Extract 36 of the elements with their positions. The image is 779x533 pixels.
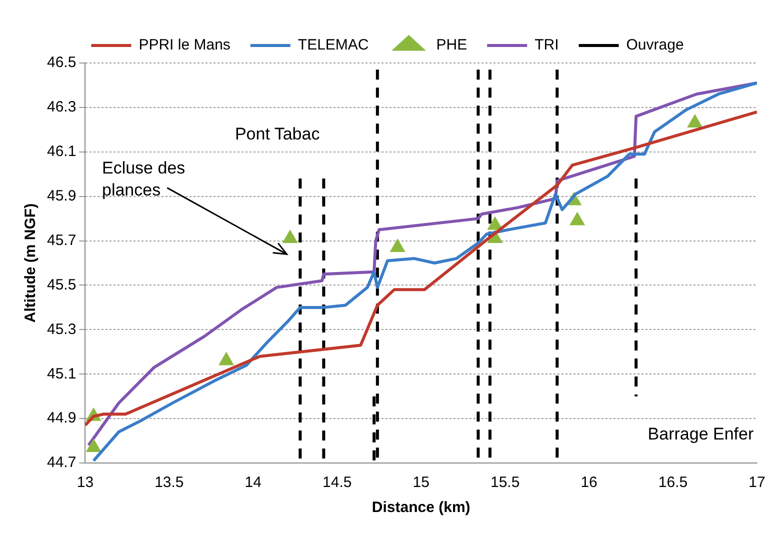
y-tick-label: 45.9 [46, 187, 76, 204]
y-axis-title: Altitude (m NGF) [22, 203, 40, 323]
y-tick-label: 44.7 [46, 454, 76, 472]
y-tick-label: 45.1 [46, 365, 76, 382]
x-tick-label: 16 [580, 474, 598, 492]
annotation: Pont Tabac [234, 124, 320, 144]
legend-label: Ouvrage [626, 36, 684, 54]
legend-label: PPRI le Mans [138, 36, 230, 54]
x-tick-label: 14.5 [322, 474, 352, 492]
x-tick-label: 13.5 [154, 474, 184, 492]
legend-label: PHE [436, 36, 468, 54]
point [687, 114, 703, 128]
x-tick-label: 15 [412, 474, 430, 492]
y-tick-label: 45.5 [46, 276, 76, 294]
point [390, 238, 406, 252]
x-tick-label: 17 [748, 474, 766, 492]
legend-label: TELEMAC [298, 36, 369, 54]
point [86, 438, 102, 452]
y-tick-label: 44.9 [46, 410, 76, 427]
annotation: Barrage Enfer [648, 424, 754, 444]
x-tick-label: 15.5 [490, 474, 520, 492]
y-tick-label: 46.1 [46, 143, 76, 160]
point [282, 230, 298, 244]
point [487, 216, 503, 230]
point [570, 212, 586, 226]
y-tick-label: 45.3 [46, 320, 76, 338]
x-tick-label: 13 [76, 474, 94, 492]
x-tick-label: 16.5 [658, 474, 688, 492]
y-tick-label: 46.3 [46, 98, 76, 116]
x-axis-title: Distance (km) [372, 499, 470, 516]
y-tick-label: 46.5 [46, 54, 76, 72]
y-tick-label: 45.7 [46, 232, 76, 249]
point [218, 352, 234, 366]
annotation: Ecluse des plances [102, 158, 186, 200]
x-tick-label: 14 [244, 474, 262, 492]
legend-label: TRI [534, 36, 559, 54]
